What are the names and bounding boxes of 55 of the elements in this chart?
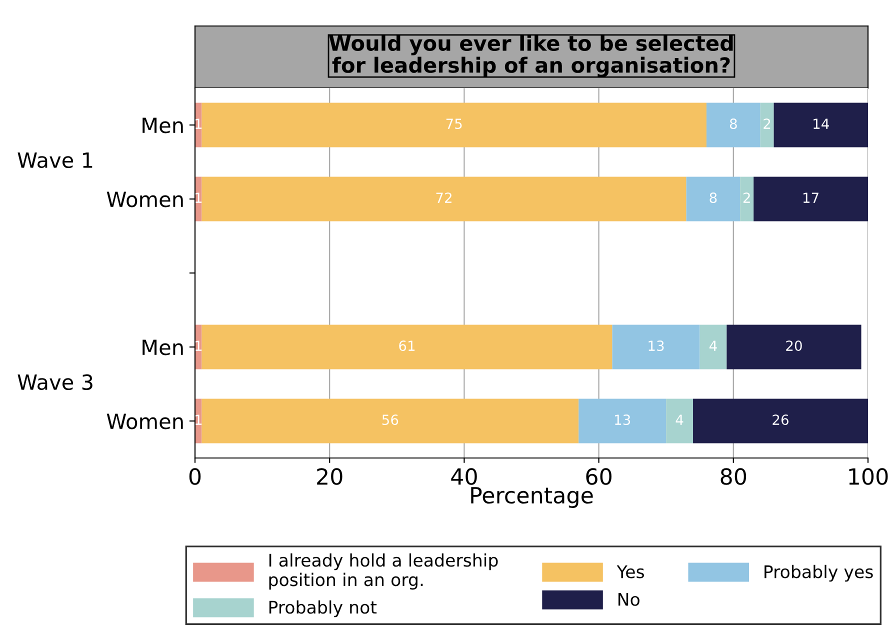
data-label: 75 xyxy=(446,118,462,130)
y-tick-label: Women xyxy=(106,192,183,208)
data-label: 1 xyxy=(195,414,202,425)
legend-label: Yes xyxy=(616,565,644,578)
bar xyxy=(693,398,868,444)
bar xyxy=(202,176,686,222)
data-label: 61 xyxy=(399,340,415,352)
data-label: 20 xyxy=(786,340,802,352)
data-label: 72 xyxy=(436,192,452,203)
bar xyxy=(202,102,706,148)
chart-title: Would you ever like to be selected for leadership of an organisation? xyxy=(329,34,733,78)
legend-label: Probably not xyxy=(269,600,377,618)
data-label: 4 xyxy=(676,414,684,425)
x-tick-label: 80 xyxy=(720,468,746,485)
text: Wave 3 xyxy=(18,374,92,390)
data-label: 26 xyxy=(772,414,788,426)
y-tick-label: Women xyxy=(106,414,183,430)
bar xyxy=(754,176,868,222)
bar xyxy=(726,324,862,370)
data-label: 17 xyxy=(803,192,818,203)
x-tick-label: 20 xyxy=(317,468,342,485)
text: Wave 1 xyxy=(18,152,92,168)
x-tick-label: 60 xyxy=(586,468,612,485)
data-label: 8 xyxy=(710,192,717,204)
x-axis-title: Percentage xyxy=(471,487,593,508)
data-label: 2 xyxy=(743,192,750,203)
bar xyxy=(774,102,868,148)
data-label: 56 xyxy=(382,414,398,426)
bar xyxy=(612,324,700,370)
bar xyxy=(700,324,727,370)
y-tick-label: Men xyxy=(142,340,183,356)
legend-label: Probably yes xyxy=(764,564,873,582)
data-label: 4 xyxy=(709,340,717,351)
data-label: 13 xyxy=(615,414,630,426)
data-label: 8 xyxy=(730,118,737,130)
data-label: 13 xyxy=(648,340,664,352)
bar xyxy=(578,398,666,444)
bar xyxy=(706,102,760,148)
x-tick-label: 40 xyxy=(451,468,477,485)
bar xyxy=(760,102,774,148)
x-tick-label: 0 xyxy=(189,468,201,485)
bar xyxy=(686,176,740,222)
data-label: 1 xyxy=(195,340,202,351)
bar xyxy=(202,324,612,370)
x-tick-label: 100 xyxy=(849,468,888,485)
y-tick-label: Men xyxy=(142,118,183,134)
legend-label: No xyxy=(618,593,640,606)
bar xyxy=(740,176,754,222)
data-label: 14 xyxy=(814,118,829,129)
data-label: 2 xyxy=(764,118,770,129)
bar xyxy=(202,398,579,444)
data-label: 1 xyxy=(195,118,202,129)
legend-label: I already hold a leadership position in an org. xyxy=(269,553,498,590)
bar xyxy=(666,398,694,444)
data-label: 1 xyxy=(195,192,202,203)
